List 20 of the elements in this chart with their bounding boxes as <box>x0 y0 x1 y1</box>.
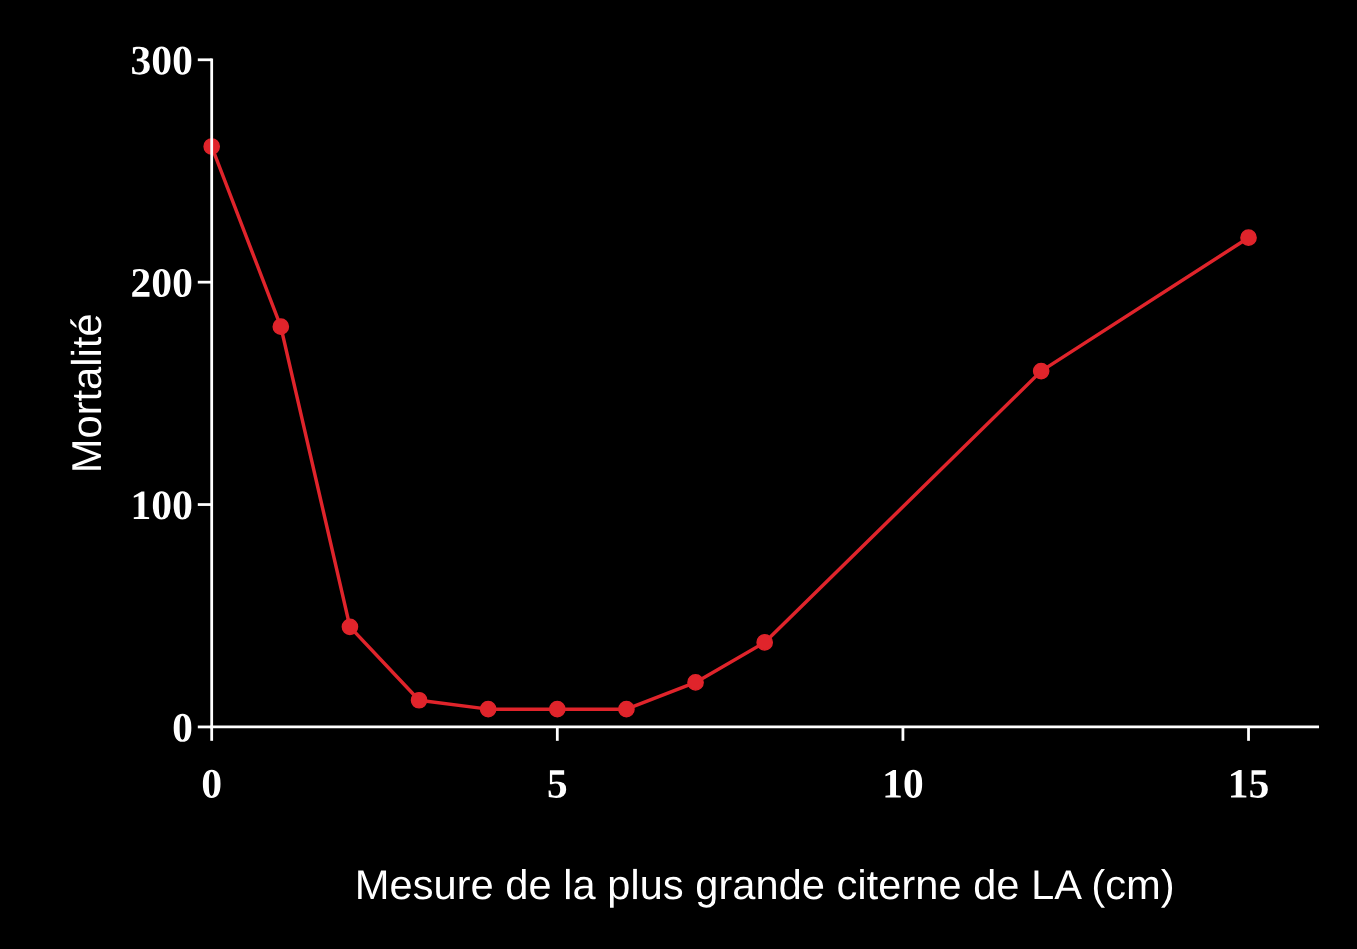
point <box>410 691 428 709</box>
point <box>341 618 359 636</box>
point <box>1032 362 1050 380</box>
x-tick-label: 0 <box>202 769 221 798</box>
y-tick-label: 200 <box>132 268 192 298</box>
point <box>1240 229 1257 247</box>
point <box>548 700 566 718</box>
point <box>687 674 704 691</box>
x-tick-label: 15 <box>1231 770 1268 798</box>
point <box>618 700 635 718</box>
x-axis-title: Mesure de la plus grande citerne de LA (cm) <box>358 868 1173 908</box>
point <box>479 700 497 718</box>
y-tick-label: 100 <box>133 491 192 520</box>
point <box>272 318 290 335</box>
y-tick-label: 300 <box>132 46 192 75</box>
y-axis-title: Mortalité <box>70 315 102 470</box>
x-tick-label: 10 <box>885 769 923 798</box>
point <box>756 634 774 651</box>
x-tick-label: 5 <box>548 770 567 798</box>
y-tick-label: 0 <box>173 713 192 742</box>
